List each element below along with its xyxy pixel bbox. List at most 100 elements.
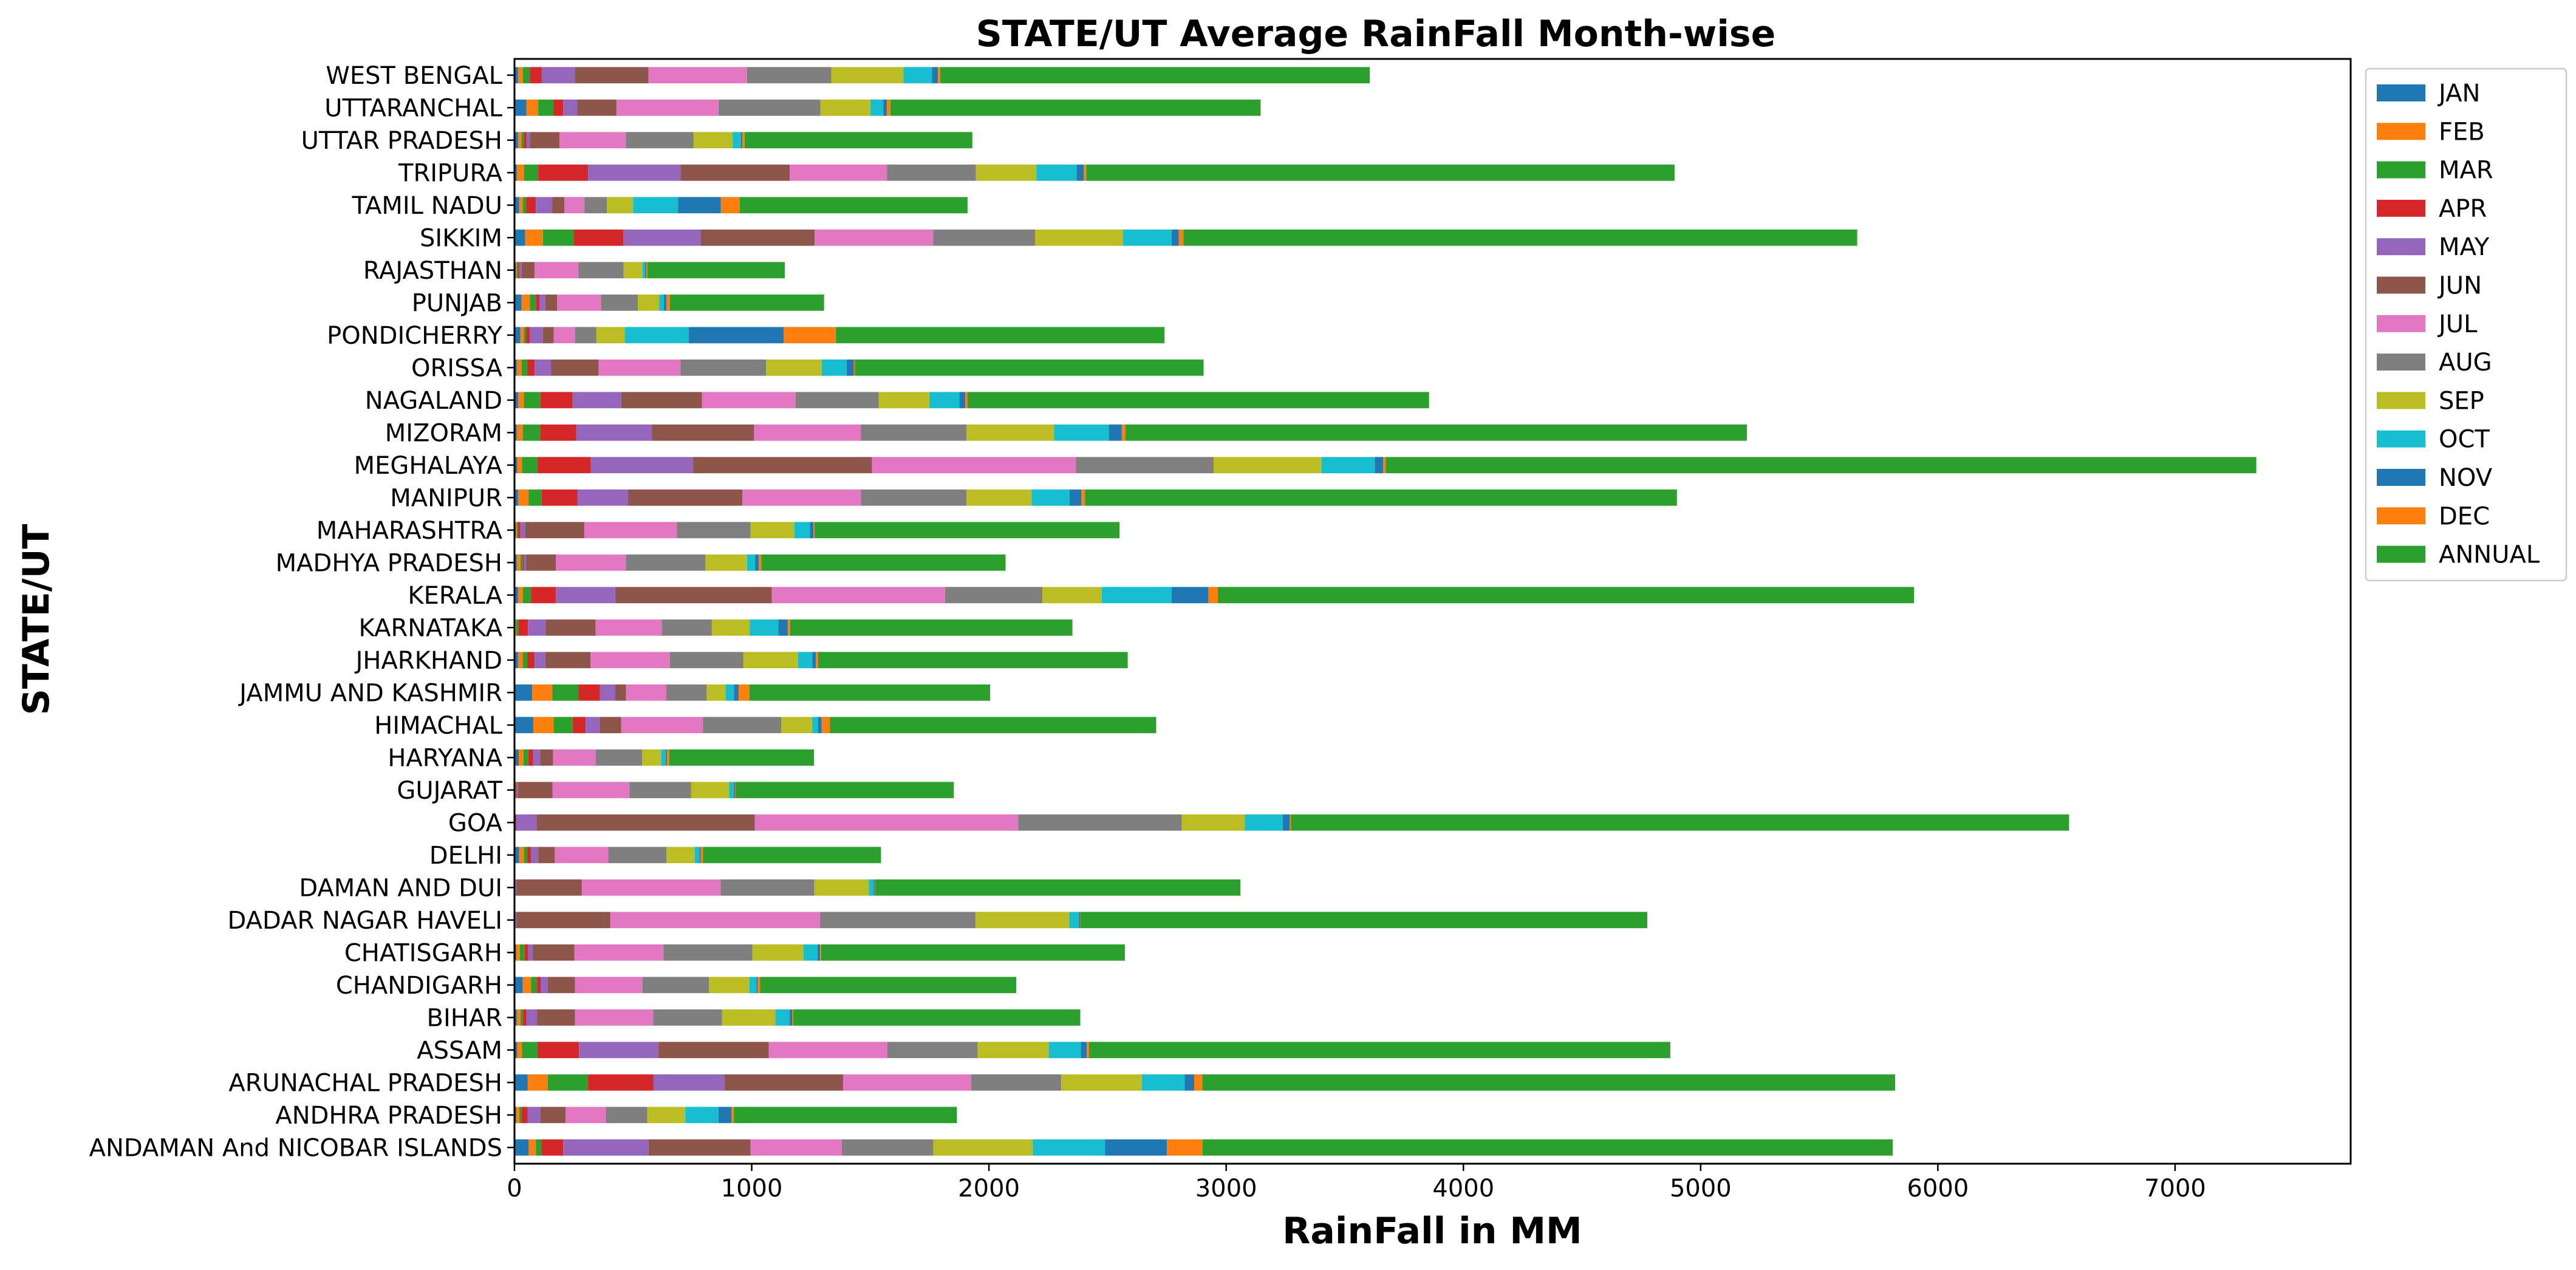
bar-segment (573, 229, 624, 246)
bar-segment (516, 262, 517, 279)
bar-segment (842, 1074, 971, 1091)
bar-segment (516, 1107, 519, 1124)
bar-segment (830, 717, 1156, 734)
y-tick-label: JHARKHAND (354, 647, 502, 675)
bar-segment (518, 132, 522, 149)
bar-segment (1076, 457, 1214, 474)
bar-segment (1125, 424, 1747, 441)
bar-segment (975, 164, 1037, 181)
bar-segment (1076, 164, 1084, 181)
bar-segment (616, 99, 719, 116)
bar-segment (820, 944, 822, 961)
bar-segment (514, 1074, 528, 1091)
bar-segment (750, 619, 779, 636)
bar-segment (818, 652, 1128, 669)
bar-segment (516, 359, 522, 376)
bar-segment (541, 489, 578, 506)
bar-segment (746, 67, 832, 84)
bar-segment (861, 489, 966, 506)
bar-segment (553, 327, 575, 344)
bar-segment (596, 327, 625, 344)
bar-segment (518, 67, 523, 84)
bar-segment (1290, 814, 1291, 831)
bar-segment (692, 457, 872, 474)
y-tick-label: CHATISGARH (344, 939, 502, 967)
bar-segment (754, 814, 1019, 831)
bar-segment (653, 1074, 725, 1091)
bar-segment (575, 327, 596, 344)
bar-segment (768, 1042, 887, 1059)
bar-segment (517, 457, 522, 474)
bar-segment (816, 652, 818, 669)
bar-segment (514, 977, 523, 994)
bar-segment (718, 1107, 732, 1124)
bar-segment (514, 359, 517, 376)
bar-segment (821, 944, 1125, 961)
bar-segment (890, 99, 1261, 116)
y-tick-label: GUJARAT (397, 777, 502, 805)
bar-segment (628, 489, 742, 506)
bar-segment (1214, 457, 1322, 474)
bar-segment (524, 327, 527, 344)
bar-segment (547, 977, 575, 994)
legend-swatch (2377, 315, 2425, 332)
bar-segment (621, 392, 702, 409)
bar-segment (563, 99, 578, 116)
legend-label: APR (2439, 195, 2487, 223)
bar-segment (1208, 587, 1218, 604)
y-tick-label: GOA (448, 809, 503, 837)
bar-segment (887, 99, 891, 116)
y-tick-label: MEGHALAYA (354, 452, 503, 480)
bar-segment (518, 619, 528, 636)
bar-segment (666, 847, 695, 864)
bar-segment (516, 814, 537, 831)
bar-segment (694, 847, 700, 864)
bar-segment (515, 814, 517, 831)
bar-segment (518, 652, 523, 669)
bar-segment (539, 294, 545, 311)
bar-segment (520, 327, 524, 344)
y-tick-label: HIMACHAL (374, 712, 502, 740)
y-tick-label: UTTAR PRADESH (301, 127, 502, 155)
legend-label: JUN (2437, 272, 2482, 300)
bar-segment (526, 132, 530, 149)
bar-segment (514, 1009, 517, 1026)
bar-segment (869, 879, 874, 896)
bar-segment (547, 1074, 589, 1091)
bar-segment (644, 262, 646, 279)
bar-segment (535, 359, 552, 376)
legend-label: FEB (2439, 118, 2485, 146)
bar-segment (734, 782, 736, 799)
bar-segment (522, 587, 531, 604)
bar-segment (875, 879, 1241, 896)
bar-segment (514, 164, 517, 181)
bar-segment (514, 99, 527, 116)
bar-segment (1181, 814, 1245, 831)
bar-segment (577, 489, 629, 506)
bar-segment (530, 67, 542, 84)
bar-segment (518, 262, 519, 279)
bar-segment (626, 132, 694, 149)
bar-segment (733, 132, 741, 149)
legend-label: OCT (2439, 426, 2490, 454)
bar-segment (653, 1009, 722, 1026)
bar-segment (545, 619, 596, 636)
y-tick-label: CHANDIGARH (336, 972, 502, 1000)
bar-segment (518, 782, 553, 799)
bar-segment (581, 879, 721, 896)
bar-segment (516, 619, 519, 636)
bar-segment (563, 1139, 649, 1156)
bar-segment (516, 1009, 521, 1026)
bar-segment (813, 522, 815, 539)
bar-segment (521, 359, 528, 376)
bar-segment (538, 99, 554, 116)
bar-segment (959, 392, 966, 409)
bar-segment (739, 684, 750, 701)
bar-segment (1383, 457, 1386, 474)
bar-segment (1018, 814, 1182, 831)
bar-segment (524, 944, 528, 961)
bar-segment (526, 1009, 538, 1026)
y-tick-label: ANDHRA PRADESH (275, 1102, 502, 1130)
bar-segment (1101, 587, 1172, 604)
